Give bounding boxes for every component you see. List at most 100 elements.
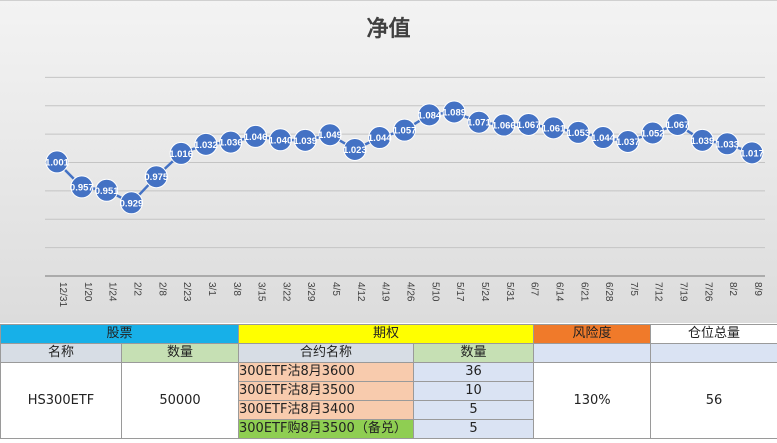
- option-name: 300ETF沽8月3600: [238, 362, 415, 382]
- data-point: [45, 150, 69, 174]
- x-tick-label: 7/12: [653, 282, 664, 302]
- data-point: [293, 128, 317, 152]
- x-tick-label: 7/26: [702, 282, 713, 302]
- header-position: 仓位总量: [650, 324, 777, 344]
- data-label: 1.039: [293, 136, 317, 147]
- chart-area: 净值 1.001 0.957 0.951 0.929 0.975 1.016 1.032 1.…: [0, 0, 777, 323]
- data-point: [492, 113, 516, 137]
- data-point: [616, 130, 640, 154]
- data-label: 1.053: [566, 128, 590, 139]
- data-point: [541, 116, 565, 140]
- position-value: 56: [650, 362, 777, 439]
- x-tick-label: 8/2: [727, 282, 738, 296]
- data-label: 1.071: [467, 118, 491, 129]
- subheader-risk-empty: [533, 343, 652, 363]
- x-tick-label: 1/20: [82, 282, 93, 302]
- option-qty: 5: [413, 419, 535, 439]
- stock-name: HS300ETF: [0, 362, 122, 439]
- data-point: [119, 191, 143, 215]
- data-label: 1.049: [318, 130, 342, 141]
- data-label: 1.039: [690, 136, 714, 147]
- subheader-name: 名称: [0, 343, 122, 363]
- option-qty: 36: [413, 362, 535, 382]
- x-tick-label: 1/24: [107, 282, 118, 302]
- chart-title: 净值: [366, 17, 411, 42]
- data-label: 1.033: [715, 139, 739, 150]
- subheader-contract: 合约名称: [238, 343, 415, 363]
- header-stock: 股票: [0, 324, 240, 344]
- data-label: 1.089: [442, 107, 466, 118]
- data-label: 1.057: [393, 126, 417, 137]
- data-point: [95, 178, 119, 202]
- x-tick-label: 12/31: [57, 282, 68, 307]
- data-label: 1.032: [194, 140, 218, 151]
- x-tick-label: 6/7: [529, 282, 540, 296]
- data-point: [666, 112, 690, 136]
- x-tick-label: 3/15: [256, 282, 267, 302]
- data-point: [715, 132, 739, 156]
- data-label: 0.957: [70, 182, 94, 193]
- data-point: [740, 141, 764, 165]
- x-tick-label: 7/5: [628, 282, 639, 296]
- table-row: HS300ETF 50000 300ETF沽8月3600 36 130% 56: [0, 362, 777, 439]
- data-label: 1.017: [740, 148, 764, 159]
- stock-qty: 50000: [120, 362, 240, 439]
- x-tick-label: 4/5: [330, 282, 341, 296]
- table-subheader-row: 名称 数量 合约名称 数量: [0, 343, 777, 363]
- subheader-qty: 数量: [120, 343, 240, 363]
- x-tick-label: 4/12: [355, 282, 366, 302]
- table-row: 300ETF购8月3500（备兑） 5: [1, 419, 777, 439]
- data-label: 1.040: [269, 135, 293, 146]
- x-tick-label: 3/1: [206, 282, 217, 296]
- data-point: [417, 103, 441, 127]
- risk-value: 130%: [533, 362, 652, 439]
- option-name: 300ETF沽8月3500: [238, 381, 415, 401]
- data-point: [244, 124, 268, 148]
- portfolio-table: 股票 期权 风险度 仓位总量 名称 数量 合约名称 数量 HS300ETF 50…: [0, 324, 777, 439]
- x-tick-label: 8/9: [752, 282, 763, 296]
- data-point: [566, 120, 590, 144]
- x-tick-label: 5/24: [479, 282, 490, 302]
- data-label: 1.066: [492, 121, 516, 132]
- option-qty: 5: [413, 400, 535, 420]
- data-point: [368, 126, 392, 150]
- data-point: [591, 126, 615, 150]
- x-tick-label: 6/14: [553, 282, 564, 302]
- data-label: 1.067: [666, 120, 690, 131]
- x-tick-label: 6/21: [578, 282, 589, 302]
- x-tick-label: 4/19: [380, 282, 391, 302]
- data-point: [641, 121, 665, 145]
- x-tick-label: 4/26: [405, 282, 416, 302]
- data-label: 1.016: [169, 149, 193, 160]
- data-label: 1.001: [45, 157, 69, 168]
- data-point: [70, 175, 94, 199]
- subheader-position-empty: [650, 343, 777, 363]
- table-row: 300ETF沽8月3400 5: [1, 400, 777, 420]
- data-label: 0.975: [144, 172, 168, 183]
- x-tick-label: 3/8: [231, 282, 242, 296]
- data-label: 0.951: [95, 186, 119, 197]
- data-label: 1.037: [616, 137, 640, 148]
- data-point: [442, 100, 466, 124]
- header-option: 期权: [238, 324, 535, 344]
- option-name: 300ETF购8月3500（备兑）: [238, 419, 415, 439]
- subheader-contract-qty: 数量: [413, 343, 535, 363]
- table-header-row: 股票 期权 风险度 仓位总量: [0, 324, 777, 344]
- data-point: [268, 128, 292, 152]
- table-row: 300ETF沽8月3500 10: [1, 381, 777, 401]
- data-label: 1.052: [641, 128, 665, 139]
- data-label: 1.084: [417, 110, 441, 121]
- data-point: [343, 137, 367, 161]
- data-label: 1.036: [219, 138, 243, 149]
- x-tick-label: 5/17: [454, 282, 465, 302]
- data-point: [467, 110, 491, 134]
- data-label: 1.044: [591, 133, 615, 144]
- data-label: 1.046: [244, 132, 268, 143]
- data-point: [169, 141, 193, 165]
- x-tick-label: 2/23: [181, 282, 192, 302]
- x-tick-label: 5/10: [429, 282, 440, 302]
- data-point: [690, 128, 714, 152]
- data-point: [194, 132, 218, 156]
- option-qty: 10: [413, 381, 535, 401]
